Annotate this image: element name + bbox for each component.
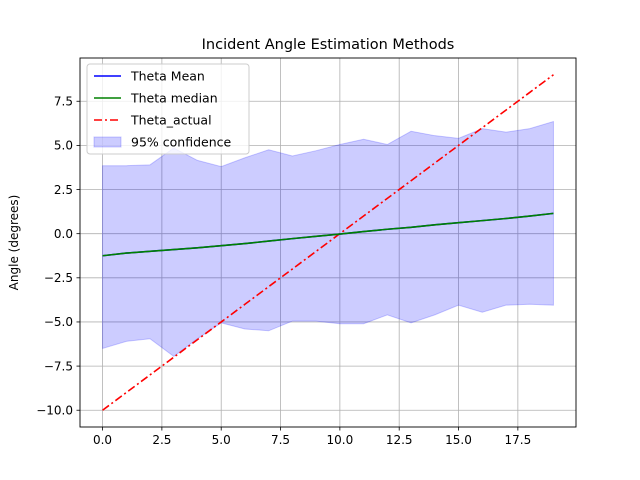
y-tick-label: −2.5 <box>44 271 73 285</box>
confidence-band-layer <box>102 120 554 358</box>
legend-box <box>86 63 250 155</box>
y-tick-label: −10.0 <box>36 404 73 418</box>
x-tick-label: 7.5 <box>271 433 290 447</box>
legend-label-confidence: 95% confidence <box>131 135 231 150</box>
legend: Theta Mean Theta median Theta_actual 95%… <box>86 63 250 155</box>
x-tick-label: 5.0 <box>212 433 231 447</box>
series-line-theta-actual <box>102 74 554 411</box>
y-tick-label: 0.0 <box>54 227 73 241</box>
series-layer <box>102 74 554 411</box>
y-tick-label: −7.5 <box>44 359 73 373</box>
legend-swatch-confidence <box>93 136 122 148</box>
legend-label-theta-mean: Theta Mean <box>130 69 205 84</box>
x-tick-label: 12.5 <box>386 433 413 447</box>
y-tick-label: 5.0 <box>54 139 73 153</box>
legend-label-theta-median: Theta median <box>130 91 218 106</box>
y-tick-label: 7.5 <box>54 95 73 109</box>
x-tick-label: 2.5 <box>152 433 171 447</box>
series-line-theta-median <box>102 212 554 257</box>
y-tick-label: 2.5 <box>54 183 73 197</box>
chart-title: Incident Angle Estimation Methods <box>202 37 455 53</box>
y-tick-label: −5.0 <box>44 315 73 329</box>
plot-frame <box>79 57 577 428</box>
x-tick-label: 15.0 <box>445 433 472 447</box>
x-tick-label: 17.5 <box>504 433 531 447</box>
y-axis-label: Angle (degrees) <box>7 195 21 291</box>
x-tick-label: 0.0 <box>93 433 112 447</box>
confidence-band <box>102 120 554 358</box>
x-tick-label: 10.0 <box>327 433 354 447</box>
legend-label-theta-actual: Theta_actual <box>130 113 212 128</box>
tick-layer: 0.0 2.5 5.0 7.5 10.0 12.5 15.0 17.5 −10.0 −7.5 −5.… <box>36 95 531 447</box>
